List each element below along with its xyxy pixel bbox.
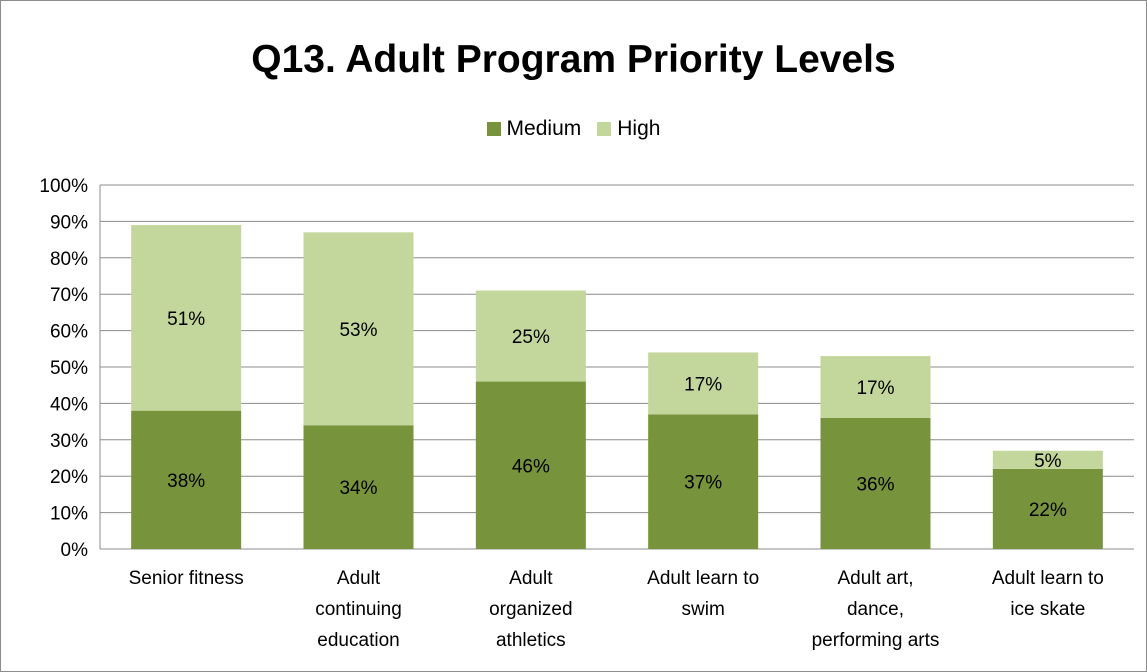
x-category-label: athletics: [496, 630, 566, 651]
y-tick-label: 90%: [50, 212, 88, 233]
x-category-label: Adult: [337, 568, 381, 589]
x-category-label: Adult: [509, 568, 553, 589]
y-tick-label: 80%: [50, 249, 88, 270]
data-label: 37%: [684, 473, 722, 494]
y-tick-label: 70%: [50, 285, 88, 306]
x-category-label: Adult learn to: [647, 568, 759, 589]
data-label: 17%: [856, 378, 894, 399]
legend-swatch-medium: [486, 122, 501, 136]
legend: Medium High: [0, 117, 1147, 141]
bar-medium: [475, 381, 586, 549]
bar-medium: [820, 417, 931, 549]
x-category-label: swim: [682, 599, 725, 620]
data-label: 38%: [167, 471, 205, 492]
y-tick-label: 30%: [50, 431, 88, 452]
y-tick-label: 40%: [50, 394, 88, 415]
legend-label-medium: Medium: [506, 117, 582, 140]
x-category-label: continuing: [315, 599, 402, 620]
bar-high: [303, 232, 414, 426]
x-category-label: organized: [489, 599, 572, 620]
legend-label-high: High: [617, 117, 661, 140]
bar-medium: [131, 410, 242, 549]
data-label: 34%: [339, 478, 377, 499]
bar-high: [475, 290, 586, 382]
x-category-label: performing arts: [812, 630, 940, 651]
legend-item-high: High: [597, 117, 660, 141]
bar-high: [992, 450, 1103, 469]
data-label: 17%: [684, 374, 722, 395]
y-tick-label: 60%: [50, 322, 88, 343]
bar-medium: [648, 414, 759, 549]
bar-high: [131, 225, 242, 411]
x-category-label: Senior fitness: [129, 568, 244, 589]
legend-item-medium: Medium: [486, 117, 582, 141]
data-label: 22%: [1029, 500, 1067, 521]
data-label: 25%: [512, 327, 550, 348]
x-category-label: Adult learn to: [992, 568, 1104, 589]
y-tick-label: 50%: [50, 358, 88, 379]
x-category-label: dance,: [847, 599, 904, 620]
x-category-label: education: [317, 630, 399, 651]
y-tick-label: 100%: [39, 176, 88, 197]
chart-title: Q13. Adult Program Priority Levels: [251, 38, 896, 81]
data-label: 51%: [167, 309, 205, 330]
bar-medium: [303, 425, 414, 549]
y-tick-label: 10%: [50, 504, 88, 525]
bar-medium: [992, 468, 1103, 549]
data-label: 53%: [339, 320, 377, 341]
data-label: 36%: [856, 474, 894, 495]
data-label: 46%: [512, 456, 550, 477]
data-label: 5%: [1034, 451, 1062, 472]
x-category-label: Adult art,: [837, 568, 913, 589]
bar-high: [648, 352, 759, 415]
legend-swatch-high: [597, 122, 612, 136]
x-category-label: ice skate: [1010, 599, 1085, 620]
bar-high: [820, 356, 931, 418]
y-tick-label: 20%: [50, 467, 88, 488]
y-tick-label: 0%: [61, 540, 89, 561]
